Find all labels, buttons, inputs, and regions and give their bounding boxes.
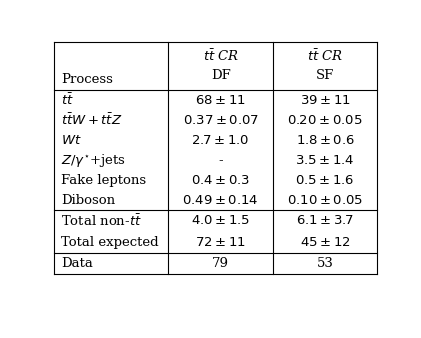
Text: Total expected: Total expected <box>61 236 158 249</box>
Text: $45 \pm 12$: $45 \pm 12$ <box>300 236 350 249</box>
Text: $0.20 \pm 0.05$: $0.20 \pm 0.05$ <box>288 114 363 126</box>
Text: $0.10 \pm 0.05$: $0.10 \pm 0.05$ <box>287 194 363 207</box>
Text: Process: Process <box>61 73 113 86</box>
Text: $0.37 \pm 0.07$: $0.37 \pm 0.07$ <box>183 114 259 126</box>
Text: Fake leptons: Fake leptons <box>61 174 146 187</box>
Text: $Wt$: $Wt$ <box>61 134 82 147</box>
Text: 53: 53 <box>317 257 333 270</box>
Text: $39 \pm 11$: $39 \pm 11$ <box>300 94 350 106</box>
Text: $3.5 \pm 1.4$: $3.5 \pm 1.4$ <box>295 154 355 167</box>
Text: 79: 79 <box>212 257 229 270</box>
Text: $t\bar{t}$ CR: $t\bar{t}$ CR <box>203 48 239 64</box>
Text: $0.5 \pm 1.6$: $0.5 \pm 1.6$ <box>295 174 355 187</box>
Text: Data: Data <box>61 257 93 270</box>
Text: $0.49 \pm 0.14$: $0.49 \pm 0.14$ <box>182 194 259 207</box>
Text: $68 \pm 11$: $68 \pm 11$ <box>195 94 246 106</box>
Text: $1.8 \pm 0.6$: $1.8 \pm 0.6$ <box>296 134 354 147</box>
Text: $t\bar{t}W + t\bar{t}Z$: $t\bar{t}W + t\bar{t}Z$ <box>61 112 122 128</box>
Text: $t\bar{t}$: $t\bar{t}$ <box>61 92 74 108</box>
Text: Diboson: Diboson <box>61 194 115 207</box>
Text: $4.0 \pm 1.5$: $4.0 \pm 1.5$ <box>191 214 250 227</box>
Text: SF: SF <box>316 69 334 82</box>
Text: $Z/\gamma^{\star}$+jets: $Z/\gamma^{\star}$+jets <box>61 152 126 169</box>
Text: $72 \pm 11$: $72 \pm 11$ <box>195 236 246 249</box>
Text: -: - <box>218 154 223 167</box>
Text: Total non-$t\bar{t}$: Total non-$t\bar{t}$ <box>61 213 141 229</box>
Text: $t\bar{t}$ CR: $t\bar{t}$ CR <box>307 48 343 64</box>
Text: $0.4 \pm 0.3$: $0.4 \pm 0.3$ <box>191 174 250 187</box>
Text: $6.1 \pm 3.7$: $6.1 \pm 3.7$ <box>296 214 354 227</box>
Text: DF: DF <box>211 69 231 82</box>
Text: $2.7 \pm 1.0$: $2.7 \pm 1.0$ <box>192 134 250 147</box>
